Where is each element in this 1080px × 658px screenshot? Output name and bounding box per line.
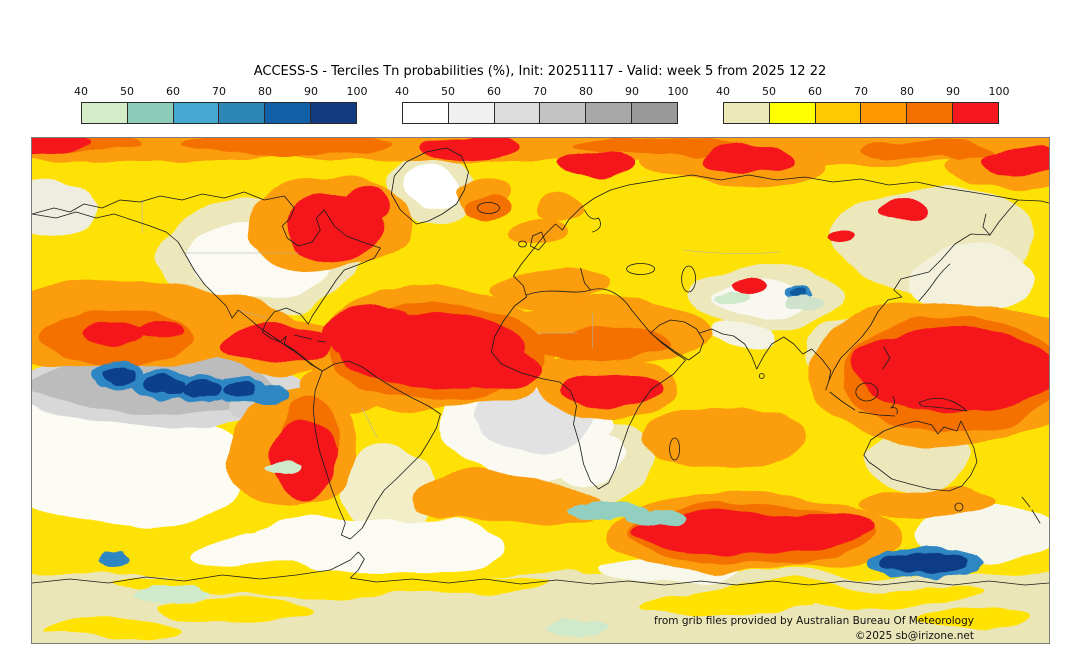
colorbar-tick-label: 40 — [716, 85, 730, 98]
colorbar-swatch — [952, 103, 998, 123]
colorbar-swatch — [264, 103, 311, 123]
colorbar-tick-label: 80 — [258, 85, 272, 98]
world-map-svg — [32, 138, 1049, 643]
colorbar-tick-label: 70 — [212, 85, 226, 98]
colorbar-swatch — [539, 103, 586, 123]
colorbar-swatch — [218, 103, 265, 123]
colorbar-tick-label: 100 — [988, 85, 1010, 98]
colorbar-above-normal: 40 50 60 70 80 90 100 — [716, 85, 1010, 127]
colorbar-tick-label: 50 — [120, 85, 134, 98]
colorbar-tick-label: 70 — [854, 85, 868, 98]
colorbar-swatch — [310, 103, 356, 123]
colorbar-swatch — [447, 103, 494, 123]
map-pale-regions — [32, 152, 1049, 643]
colorbar-tick-label: 80 — [579, 85, 593, 98]
colorbar-tick-label: 80 — [900, 85, 914, 98]
colorbar-ticks: 40 50 60 70 80 90 100 — [74, 85, 368, 99]
colorbar-swatch — [585, 103, 632, 123]
colorbar-neutral: 40 50 60 70 80 90 100 — [395, 85, 689, 127]
map-attribution: from grib files provided by Australian B… — [654, 615, 974, 627]
colorbar-tick-label: 60 — [166, 85, 180, 98]
colorbar-swatch — [631, 103, 677, 123]
map-copyright: ©2025 sb@irizone.net — [855, 630, 974, 642]
figure-title: ACCESS-S - Terciles Tn probabilities (%)… — [253, 64, 827, 79]
colorbar-swatch — [82, 103, 127, 123]
colorbar-swatch — [493, 103, 540, 123]
colorbar-tick-label: 90 — [946, 85, 960, 98]
colorbar-tick-label: 40 — [395, 85, 409, 98]
colorbar-tick-label: 100 — [346, 85, 368, 98]
colorbar-swatch — [126, 103, 173, 123]
world-map: from grib files provided by Australian B… — [31, 137, 1050, 644]
colorbar-tick-label: 90 — [304, 85, 318, 98]
colorbar-tick-label: 40 — [74, 85, 88, 98]
map-blue-regions — [90, 286, 984, 636]
colorbar-swatches — [81, 102, 357, 124]
colorbar-tick-label: 60 — [808, 85, 822, 98]
colorbar-tick-label: 70 — [533, 85, 547, 98]
colorbar-tick-label: 50 — [441, 85, 455, 98]
colorbar-swatches — [723, 102, 999, 124]
colorbar-ticks: 40 50 60 70 80 90 100 — [395, 85, 689, 99]
colorbar-swatch — [724, 103, 769, 123]
colorbar-tick-label: 60 — [487, 85, 501, 98]
colorbar-swatch — [768, 103, 815, 123]
country-borders — [141, 200, 781, 439]
colorbar-ticks: 40 50 60 70 80 90 100 — [716, 85, 1010, 99]
colorbar-tick-label: 100 — [667, 85, 689, 98]
colorbar-swatch — [814, 103, 861, 123]
colorbar-tick-label: 90 — [625, 85, 639, 98]
colorbar-below-normal: 40 50 60 70 80 90 100 — [74, 85, 368, 127]
colorbar-tick-label: 50 — [762, 85, 776, 98]
colorbar-swatch — [403, 103, 448, 123]
coastlines — [32, 147, 1049, 586]
map-red-regions — [32, 138, 1049, 554]
colorbar-swatches — [402, 102, 678, 124]
colorbar-swatch — [906, 103, 953, 123]
colorbar-swatch — [860, 103, 907, 123]
colorbar-swatch — [172, 103, 219, 123]
